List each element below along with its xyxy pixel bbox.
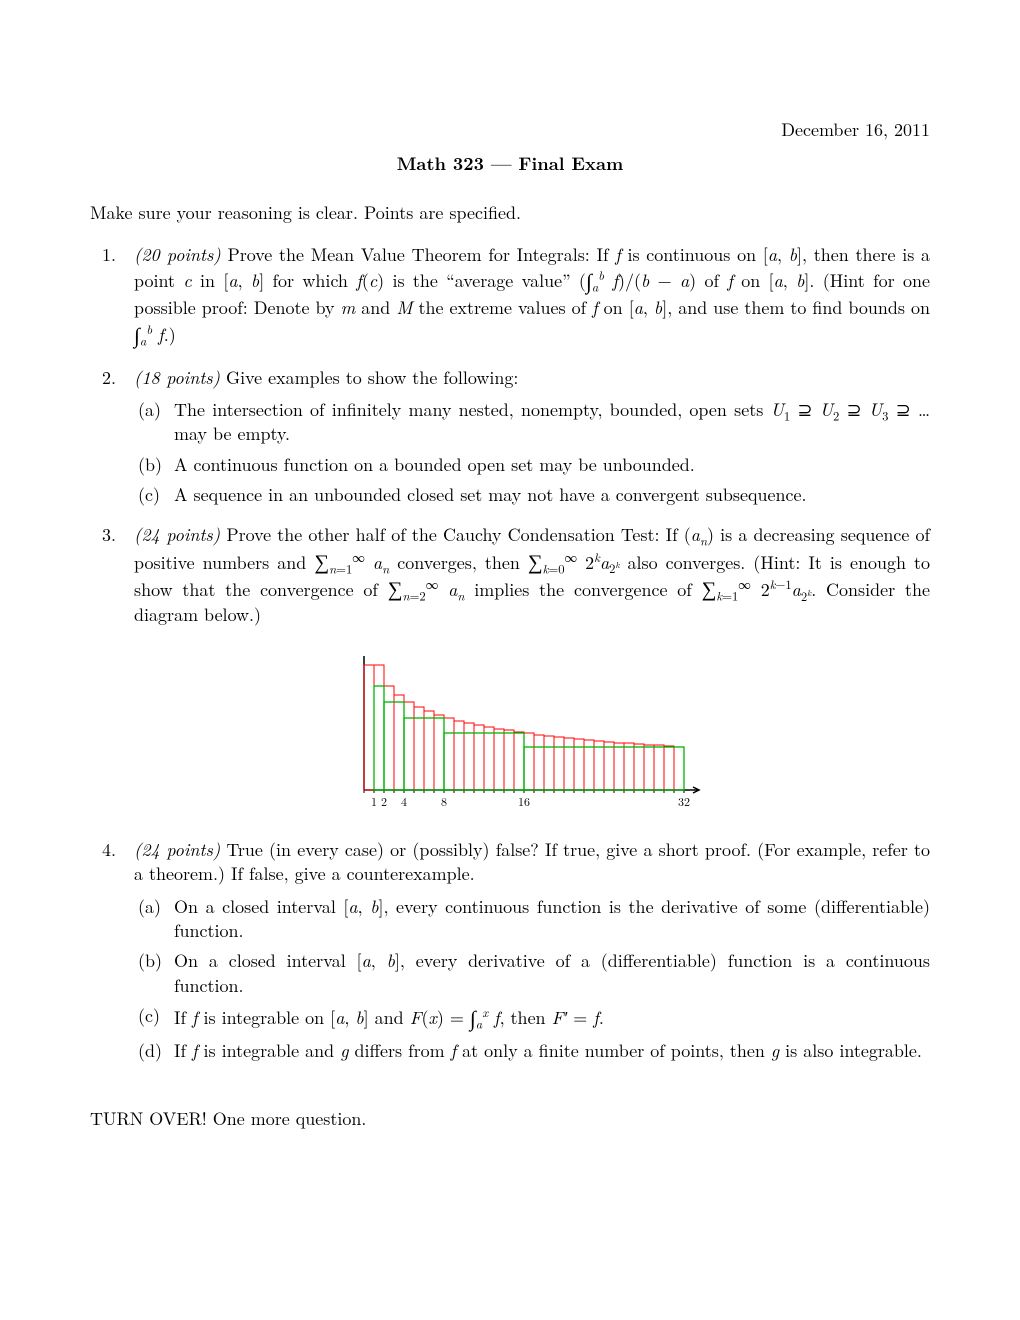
question-number: 2. (102, 366, 116, 390)
subquestion-2a: (a) The intersection of infinitely many … (174, 398, 930, 447)
subquestion-2c: (c) A sequence in an unbounded closed se… (174, 483, 930, 507)
sub-body: A continuous function on a bounded open … (174, 452, 695, 477)
question-1: 1. (20 points) Prove the Mean Value Theo… (134, 243, 930, 350)
subquestion-4b: (b) On a closed interval [a, b], every d… (174, 949, 930, 998)
sub-label: (b) (138, 949, 162, 973)
sub-body: A sequence in an unbounded closed set ma… (174, 482, 806, 507)
svg-text:4: 4 (401, 793, 407, 810)
question-points: (18 points) (134, 365, 220, 390)
question-4: 4. (24 points) True (in every case) or (… (134, 838, 930, 1063)
question-body: Prove the other half of the Cauchy Conde… (134, 522, 930, 627)
question-2: 2. (18 points) Give examples to show the… (134, 366, 930, 507)
turn-over-text: TURN OVER! One more question. (90, 1107, 930, 1131)
subquestion-4d: (d) If f is integrable and g differs fro… (174, 1039, 930, 1063)
sub-label: (c) (138, 483, 160, 507)
document-date: December 16, 2011 (90, 118, 930, 142)
question-body: True (in every case) or (possibly) false… (134, 837, 930, 886)
sub-label: (a) (138, 895, 161, 919)
question-points: (20 points) (134, 242, 221, 267)
question-3: 3. (24 points) Prove the other half of t… (134, 523, 930, 820)
sub-body: If f is integrable and g differs from f … (174, 1038, 922, 1063)
sub-body: On a closed interval [a, b], every conti… (174, 894, 930, 943)
svg-text:16: 16 (518, 793, 530, 810)
sub-body: If f is integrable on [a, b] and F(x) = … (174, 1005, 604, 1030)
subquestion-4a: (a) On a closed interval [a, b], every c… (174, 895, 930, 944)
subquestion-4c: (c) If f is integrable on [a, b] and F(x… (174, 1004, 930, 1033)
svg-text:8: 8 (441, 793, 447, 810)
intro-text: Make sure your reasoning is clear. Point… (90, 201, 930, 225)
document-title: Math 323 — Final Exam (90, 152, 930, 176)
sub-label: (d) (138, 1039, 162, 1063)
condensation-diagram: 124 8 16 32 (352, 654, 712, 814)
sub-label: (a) (138, 398, 161, 422)
question-points: (24 points) (134, 837, 220, 862)
sub-label: (b) (138, 453, 162, 477)
svg-text:2: 2 (381, 793, 387, 810)
question-number: 1. (102, 243, 116, 267)
svg-text:32: 32 (678, 793, 690, 810)
sub-body: On a closed interval [a, b], every deriv… (174, 948, 930, 997)
question-body: Prove the Mean Value Theorem for Integra… (134, 242, 930, 347)
subquestion-2b: (b) A continuous function on a bounded o… (174, 453, 930, 477)
svg-text:1: 1 (371, 793, 377, 810)
question-points: (24 points) (134, 522, 220, 547)
sub-label: (c) (138, 1004, 160, 1028)
question-number: 3. (102, 523, 116, 547)
question-number: 4. (102, 838, 116, 862)
question-body: Give examples to show the following: (226, 365, 518, 390)
sub-body: The intersection of infinitely many nest… (174, 397, 930, 446)
